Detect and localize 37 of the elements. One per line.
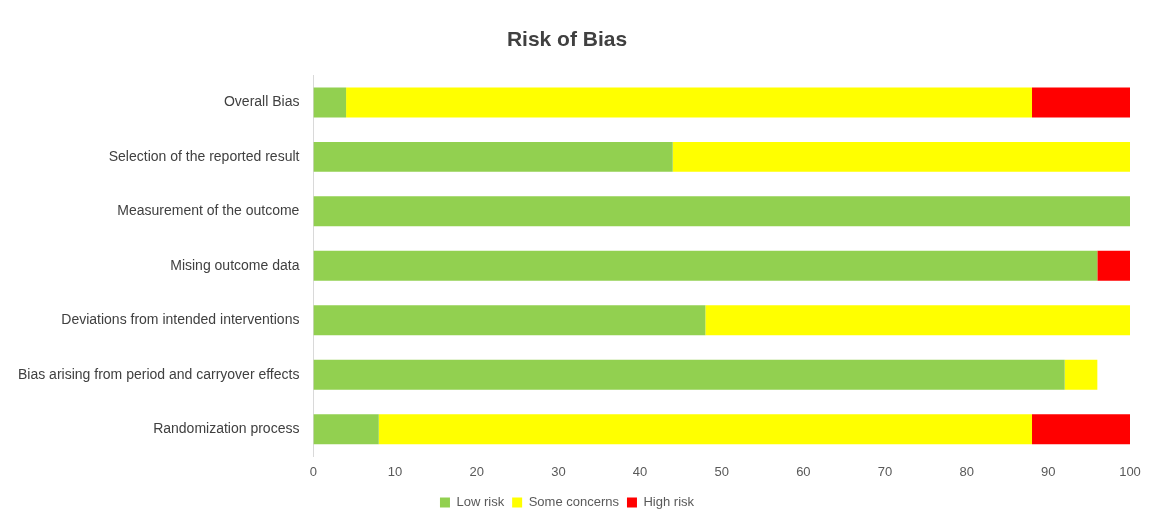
bar [346, 87, 1033, 118]
bar [1032, 87, 1130, 118]
bar [313, 87, 347, 118]
x-tick-label: 10 [387, 463, 403, 479]
bar [1064, 359, 1098, 390]
bar [313, 196, 1130, 227]
x-tick-label: 0 [309, 463, 318, 479]
bar [378, 414, 1033, 445]
y-tick-label: Mising outcome data [170, 256, 300, 273]
x-tick-label: 20 [469, 463, 484, 479]
bar [313, 414, 379, 445]
bar [313, 359, 1065, 390]
bar [705, 305, 1130, 336]
y-tick-label: Measurement of the outcome [117, 202, 300, 219]
x-tick-label: 100 [1119, 463, 1141, 479]
bar [1097, 250, 1130, 281]
legend-label: Low risk [456, 494, 505, 510]
y-tick-label: Deviations from intended interventions [61, 311, 300, 328]
x-tick-label: 70 [877, 463, 893, 479]
x-tick-label: 50 [714, 463, 729, 479]
bar [1032, 414, 1130, 445]
x-tick-label: 40 [632, 463, 648, 479]
y-tick-label: Overall Bias [223, 93, 300, 110]
y-tick-label: Selection of the reported result [108, 147, 300, 164]
x-tick-label: 80 [959, 463, 974, 479]
bar [313, 141, 673, 172]
chart-title: Risk of Bias [506, 27, 628, 51]
bar [313, 250, 1098, 281]
y-tick-label: Bias arising from period and carryover effects [18, 365, 300, 382]
legend-label: Some concerns [528, 494, 620, 510]
x-tick-label: 60 [796, 463, 811, 479]
y-tick-label: Randomization process [153, 420, 300, 437]
bar [313, 305, 706, 336]
x-tick-label: 90 [1041, 463, 1056, 479]
x-tick-label: 30 [551, 463, 566, 479]
bar [672, 141, 1130, 172]
legend-label: High risk [643, 494, 695, 510]
